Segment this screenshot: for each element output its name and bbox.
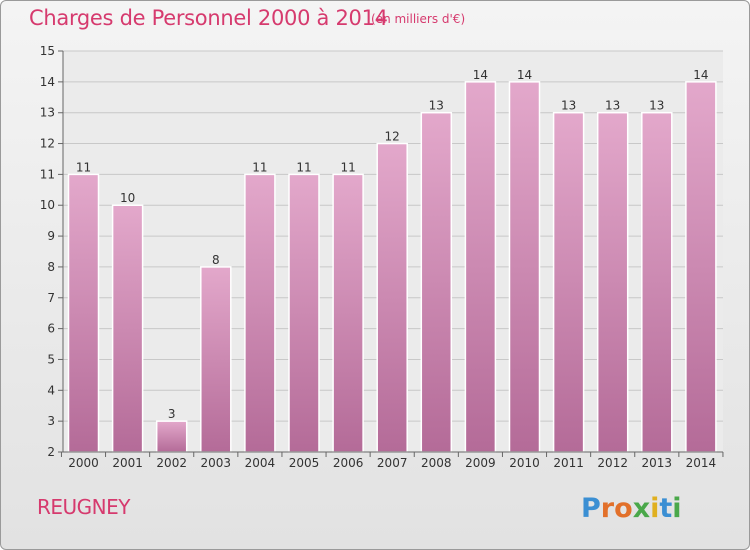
data-label: 14: [517, 68, 532, 82]
bar-2014: [685, 81, 717, 453]
y-tick-label: 13: [40, 106, 55, 120]
bar-2001: [111, 204, 144, 453]
y-tick-label: 4: [47, 383, 55, 397]
bars: [67, 81, 717, 453]
chart-subtitle: (en milliers d'€): [371, 12, 466, 26]
x-tick-label: 2004: [245, 456, 276, 470]
x-tick-label: 2002: [156, 456, 187, 470]
proxiti-logo: Proxiti: [581, 493, 682, 524]
x-tick-label: 2009: [465, 456, 496, 470]
data-label: 13: [605, 99, 620, 113]
data-label: 11: [340, 160, 355, 174]
bar-2012: [596, 111, 629, 453]
x-tick-label: 2003: [201, 456, 232, 470]
bar-2007: [376, 142, 408, 453]
y-tick-label: 15: [40, 44, 55, 58]
y-tick-label: 9: [47, 229, 55, 243]
y-tick-label: 6: [47, 322, 55, 336]
x-tick-label: 2000: [68, 456, 99, 470]
x-tick-label: 2011: [553, 456, 584, 470]
chart-title: Charges de Personnel 2000 à 2014: [29, 6, 388, 30]
data-label: 13: [649, 99, 664, 113]
data-label: 14: [473, 68, 488, 82]
x-tick-label: 2008: [421, 456, 452, 470]
bar-2002: [155, 420, 188, 453]
data-label: 13: [429, 99, 444, 113]
y-tick-label: 7: [47, 291, 55, 305]
y-tick-label: 12: [40, 137, 55, 151]
data-label: 3: [168, 407, 176, 421]
x-axis: 2000 2001 2002 2003 2004 2005 2006 2007 2008 2009…: [60, 452, 724, 470]
y-tick-label: 10: [40, 198, 55, 212]
bar-2005: [288, 173, 320, 453]
x-tick-label: 2007: [377, 456, 408, 470]
x-tick-label: 2006: [333, 456, 364, 470]
bar-2011: [552, 111, 585, 453]
x-tick-label: 2005: [289, 456, 320, 470]
data-label: 13: [561, 99, 576, 113]
bar-2000: [67, 173, 100, 453]
y-tick-label: 11: [40, 167, 55, 181]
bar-2009: [464, 81, 497, 453]
y-tick-label: 14: [40, 75, 55, 89]
y-tick-label: 2: [47, 445, 55, 459]
y-tick-label: 5: [47, 352, 55, 366]
y-tick-label: 3: [47, 414, 55, 428]
proxiti-logo-text: Proxiti: [581, 493, 682, 524]
data-labels: 11 10 3 8 11 11 11 12 13 14 14 13 13 13 14: [76, 68, 709, 421]
data-label: 8: [212, 253, 220, 267]
bar-2003: [200, 266, 232, 453]
bar-2010: [508, 81, 541, 453]
x-tick-label: 2001: [112, 456, 143, 470]
data-label: 14: [693, 68, 708, 82]
data-label: 11: [76, 160, 91, 174]
bar-2006: [332, 173, 364, 453]
data-label: 11: [252, 160, 267, 174]
x-tick-label: 2014: [686, 456, 717, 470]
x-tick-label: 2010: [509, 456, 540, 470]
y-axis: 2 3 4 5 6 7 8 9 10 11 12 13 14 15: [40, 44, 723, 459]
y-tick-label: 8: [47, 260, 55, 274]
commune-name: REUGNEY: [37, 495, 130, 519]
data-label: 10: [120, 191, 135, 205]
data-label: 12: [385, 130, 400, 144]
x-tick-label: 2012: [597, 456, 628, 470]
bar-2004: [244, 173, 276, 453]
bar-2008: [420, 111, 453, 453]
data-label: 11: [296, 160, 311, 174]
x-tick-label: 2013: [642, 456, 673, 470]
bar-2013: [641, 111, 673, 453]
